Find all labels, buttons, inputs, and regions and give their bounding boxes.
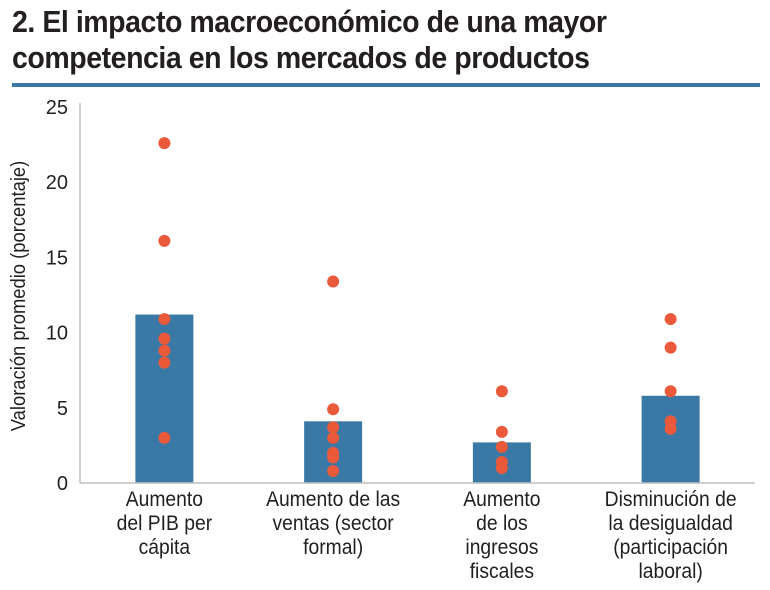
data-point: [327, 403, 340, 416]
data-point: [664, 341, 677, 354]
y-axis-title-group: Valoración promedio (porcentaje): [8, 161, 30, 432]
data-point: [158, 137, 171, 150]
data-point: [495, 440, 508, 453]
category-label-line: (participación: [613, 536, 728, 559]
category-label-line: Aumento: [126, 488, 203, 511]
data-point: [495, 461, 508, 474]
data-point: [495, 425, 508, 438]
category-label-line: Aumento: [463, 488, 540, 511]
data-point: [158, 344, 171, 357]
data-point: [158, 313, 171, 326]
data-point: [664, 422, 677, 435]
bar-series: [135, 314, 700, 483]
data-point: [495, 385, 508, 398]
category-label-line: cápita: [139, 536, 191, 559]
category-label-line: formal): [303, 536, 363, 559]
y-axis-title: Valoración promedio (porcentaje): [8, 161, 30, 432]
category-label-line: fiscales: [470, 560, 534, 583]
chart-title-line-2: competencia en los mercados de productos: [12, 40, 590, 75]
y-tick-label: 5: [57, 398, 68, 420]
data-point: [158, 234, 171, 247]
data-point: [158, 332, 171, 345]
category-label-line: de los: [476, 512, 528, 535]
category-label-line: del PIB per: [117, 512, 213, 535]
data-point: [327, 464, 340, 477]
data-point: [327, 421, 340, 434]
category-label-line: Disminución de: [605, 488, 737, 511]
category-label-line: Aumento de las: [266, 488, 400, 511]
y-tick-label: 0: [57, 473, 68, 495]
bar: [641, 395, 700, 483]
chart-title: 2. El impacto macroeconómico de una mayo…: [12, 4, 700, 76]
y-tick-label: 10: [46, 323, 68, 345]
data-point: [327, 451, 340, 464]
category-label-line: laboral): [638, 560, 702, 583]
category-label: Disminución de la desigualdad (participaci…: [605, 488, 737, 583]
category-label-line: la desigualdad: [608, 512, 732, 535]
data-point: [158, 431, 171, 444]
title-rule: [12, 83, 760, 87]
category-label-line: ventas (sector: [273, 512, 394, 535]
category-label-line: ingresos: [465, 536, 538, 559]
dot-series: [158, 137, 677, 477]
category-label: Aumento de las ventas (sector formal): [266, 488, 400, 559]
data-point: [327, 431, 340, 444]
data-point: [158, 356, 171, 369]
y-tick-labels: 0 5 10 15 20 25: [46, 97, 68, 495]
axes: [79, 103, 755, 484]
y-tick-label: 15: [46, 247, 68, 269]
y-tick-label: 25: [46, 97, 68, 119]
data-point: [664, 313, 677, 326]
data-point: [664, 385, 677, 398]
data-point: [327, 275, 340, 288]
chart-title-line-1: 2. El impacto macroeconómico de una mayo…: [12, 4, 607, 39]
category-label: Aumento del PIB per cápita: [117, 488, 213, 559]
category-label: Aumento de los ingresos fiscales: [463, 488, 540, 583]
y-tick-label: 20: [46, 172, 68, 194]
